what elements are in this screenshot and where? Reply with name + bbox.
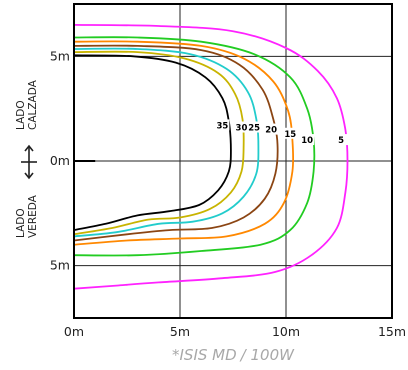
y-tick-label-1: 0m — [50, 153, 70, 168]
side-label-vereda-line2: VEREDA — [27, 194, 39, 238]
curve-label-bg-10 — [300, 134, 315, 146]
y-tick-label-0: 5m — [50, 48, 70, 63]
curve-label-bg-20 — [264, 123, 279, 135]
isolux-curve-30 — [73, 50, 245, 236]
isolux-curve-25 — [73, 47, 260, 238]
isolux-curve-15 — [73, 40, 295, 246]
y-tick-label-2: 5m — [50, 258, 70, 273]
x-tick-label-2: 10m — [272, 324, 300, 339]
curve-label-bg-5 — [334, 134, 349, 146]
x-tick-label-3: 15m — [378, 324, 406, 339]
side-label-calzada-line2: CALZADA — [27, 79, 39, 130]
x-tick-label-1: 5m — [170, 324, 190, 339]
curve-label-20: 20 — [265, 126, 277, 136]
curve-label-25: 25 — [248, 124, 260, 134]
side-label-vereda-line1: LADO — [15, 208, 27, 238]
curve-label-5: 5 — [338, 136, 344, 146]
axis-ticks: 0m 5m 10m 15m 5m 0m 5m — [50, 48, 406, 339]
side-label-vereda: LADO VEREDA — [15, 194, 39, 238]
isolux-curve-35 — [73, 54, 232, 231]
curve-label-10: 10 — [301, 136, 313, 146]
isolux-curve-20 — [73, 44, 279, 242]
curve-label-bg-30 — [234, 121, 249, 133]
chart-caption: *ISIS MD/ 100W — [172, 346, 295, 364]
side-label-calzada-line1: LADO — [15, 100, 27, 130]
curve-label-bg-35 — [215, 119, 230, 131]
isolux-curve-5 — [73, 24, 349, 290]
curve-label-15: 15 — [284, 130, 296, 140]
double-arrow-icon — [21, 144, 37, 180]
curve-label-bg-15 — [283, 127, 298, 139]
curve-label-bg-25 — [247, 121, 262, 133]
isolux-curve-10 — [73, 36, 316, 257]
x-tick-label-0: 0m — [64, 324, 84, 339]
curve-label-30: 30 — [236, 124, 248, 134]
curve-label-35: 35 — [216, 121, 228, 131]
side-label-calzada: LADO CALZADA — [15, 79, 39, 130]
isolux-curves — [73, 24, 349, 290]
